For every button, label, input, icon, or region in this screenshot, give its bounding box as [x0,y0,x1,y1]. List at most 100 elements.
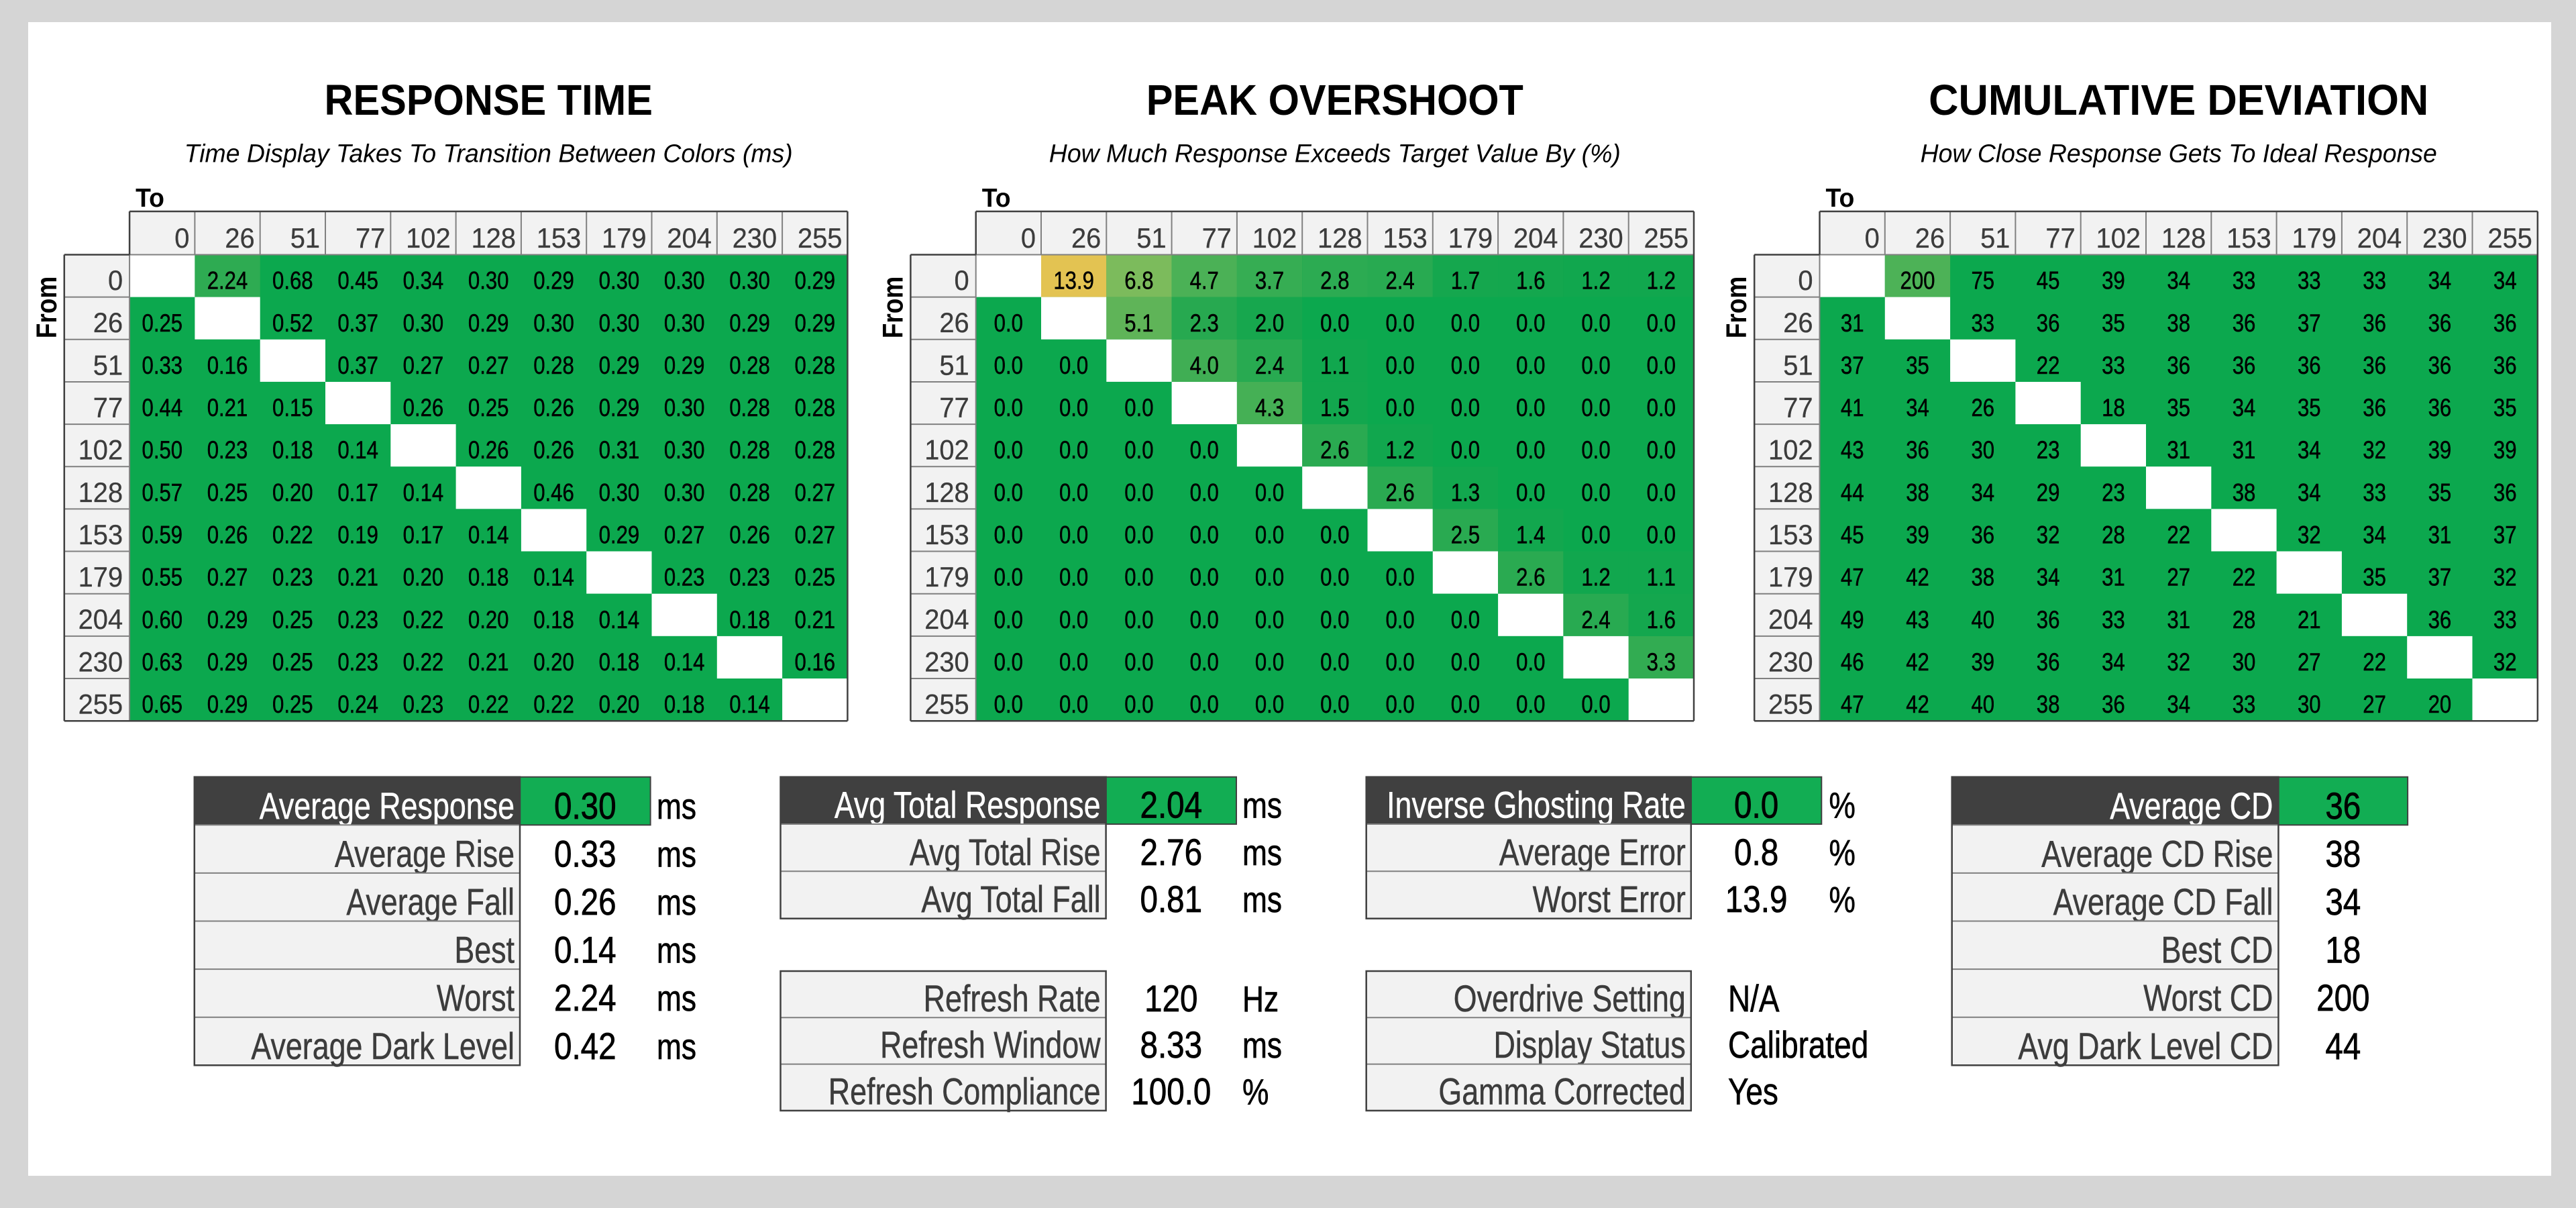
svg-text:42: 42 [1906,648,1929,676]
svg-text:33: 33 [2102,606,2125,634]
svg-text:0.16: 0.16 [207,352,248,379]
svg-text:102: 102 [78,434,123,466]
svg-text:0.28: 0.28 [795,437,836,464]
svg-text:2.04: 2.04 [1140,785,1202,826]
svg-text:How Much Response Exceeds Targ: How Much Response Exceeds Target Value B… [1049,139,1621,167]
svg-text:31: 31 [2233,437,2256,464]
svg-text:0.22: 0.22 [272,521,313,549]
svg-text:Worst Error: Worst Error [1533,878,1686,920]
svg-text:0.14: 0.14 [554,929,616,971]
svg-text:0.68: 0.68 [272,267,313,295]
svg-text:0.0: 0.0 [1190,564,1219,591]
svg-text:0.0: 0.0 [1059,352,1088,379]
svg-text:77: 77 [1202,222,1232,254]
svg-text:0.0: 0.0 [1451,309,1480,337]
svg-text:2.6: 2.6 [1320,437,1349,464]
svg-text:30: 30 [2298,691,2321,719]
svg-text:0.44: 0.44 [142,394,183,421]
svg-text:102: 102 [406,222,450,254]
svg-text:230: 230 [78,646,123,678]
svg-text:From: From [1721,276,1753,338]
svg-text:0.29: 0.29 [207,691,248,719]
svg-text:255: 255 [1768,689,1813,720]
svg-text:255: 255 [78,689,123,720]
svg-text:26: 26 [225,222,254,254]
svg-text:22: 22 [2233,564,2256,591]
svg-text:0.0: 0.0 [1059,564,1088,591]
svg-text:33: 33 [2233,691,2256,719]
svg-text:2.3: 2.3 [1190,309,1219,337]
svg-text:0.29: 0.29 [599,394,640,421]
svg-text:153: 153 [924,519,969,550]
svg-text:26: 26 [939,307,969,338]
svg-text:0.0: 0.0 [1124,648,1153,676]
svg-text:0.33: 0.33 [554,834,616,875]
svg-text:34: 34 [1906,394,1929,421]
svg-text:0.0: 0.0 [1255,479,1284,507]
svg-text:0.27: 0.27 [795,479,836,507]
svg-text:35: 35 [1906,352,1929,379]
svg-text:0.27: 0.27 [664,521,705,549]
svg-text:0.0: 0.0 [1385,309,1414,337]
svg-text:128: 128 [2161,222,2206,254]
svg-text:23: 23 [2037,437,2060,464]
svg-text:0.20: 0.20 [272,479,313,507]
svg-text:Refresh Window: Refresh Window [880,1023,1101,1066]
svg-text:204: 204 [78,603,123,635]
svg-text:0.28: 0.28 [533,352,574,379]
svg-text:0.63: 0.63 [142,648,183,676]
svg-text:200: 200 [1900,267,1935,295]
svg-text:0.30: 0.30 [554,785,616,827]
svg-text:153: 153 [537,222,581,254]
svg-text:Time Display Takes To Transiti: Time Display Takes To Transition Between… [184,139,793,167]
svg-text:0: 0 [955,264,969,296]
svg-text:0.29: 0.29 [207,606,248,634]
svg-text:2.4: 2.4 [1581,606,1610,634]
svg-text:28: 28 [2233,606,2256,634]
svg-text:102: 102 [1768,434,1813,466]
svg-text:255: 255 [2487,222,2532,254]
svg-text:0.0: 0.0 [1385,648,1414,676]
svg-text:Display Status: Display Status [1493,1023,1685,1066]
svg-text:4.7: 4.7 [1190,267,1219,295]
svg-text:36: 36 [2493,352,2517,379]
svg-text:0.0: 0.0 [1059,521,1088,549]
svg-text:0.30: 0.30 [729,267,770,295]
svg-text:0.0: 0.0 [1255,648,1284,676]
svg-text:0.14: 0.14 [403,479,444,507]
svg-text:0.26: 0.26 [207,521,248,549]
svg-text:Avg Total Fall: Avg Total Fall [921,878,1100,920]
svg-text:ms: ms [1242,785,1282,825]
svg-text:0.37: 0.37 [337,352,378,379]
svg-text:ms: ms [657,883,696,923]
svg-text:0.0: 0.0 [1516,437,1545,464]
svg-text:38: 38 [1971,564,1994,591]
svg-text:36: 36 [2428,606,2452,634]
svg-text:41: 41 [1841,394,1864,421]
svg-text:0.28: 0.28 [729,352,770,379]
svg-text:35: 35 [2428,479,2452,507]
svg-text:CUMULATIVE DEVIATION: CUMULATIVE DEVIATION [1929,77,2428,124]
svg-text:0.25: 0.25 [207,479,248,507]
svg-text:0.0: 0.0 [1190,606,1219,634]
svg-text:2.6: 2.6 [1385,479,1414,507]
svg-text:33: 33 [2102,352,2125,379]
svg-text:Yes: Yes [1728,1070,1778,1112]
svg-text:102: 102 [1252,222,1297,254]
svg-text:0.0: 0.0 [1124,521,1153,549]
svg-text:40: 40 [1971,691,1994,719]
svg-text:32: 32 [2363,437,2386,464]
svg-text:153: 153 [1768,519,1813,550]
svg-text:102: 102 [2096,222,2141,254]
svg-text:2.4: 2.4 [1385,267,1414,295]
svg-text:43: 43 [1841,437,1864,464]
svg-text:0.29: 0.29 [599,521,640,549]
svg-text:0.14: 0.14 [337,437,378,464]
svg-text:0.0: 0.0 [1124,394,1153,421]
svg-text:0.0: 0.0 [1581,521,1610,549]
svg-text:36: 36 [2428,352,2452,379]
svg-text:0.0: 0.0 [1320,691,1349,719]
svg-text:0.29: 0.29 [533,267,574,295]
svg-text:0.14: 0.14 [468,521,509,549]
svg-text:8.33: 8.33 [1140,1025,1202,1066]
